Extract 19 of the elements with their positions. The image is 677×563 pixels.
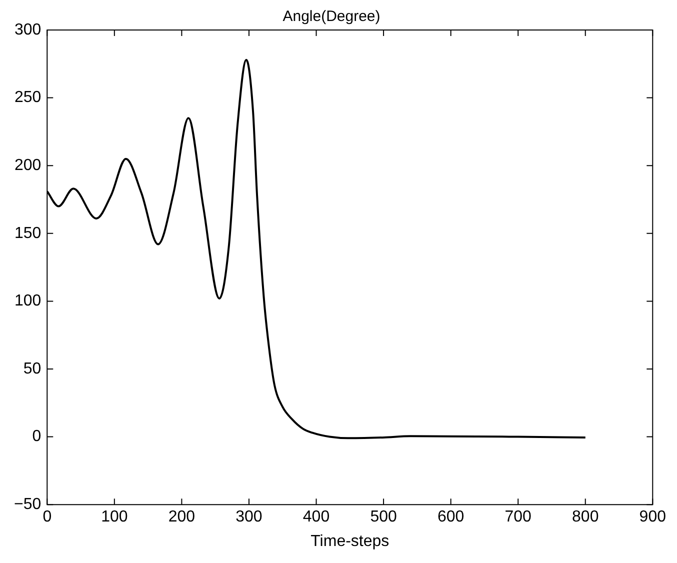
x-axis-title: Time-steps <box>310 532 390 550</box>
x-tick-label: 600 <box>437 508 464 526</box>
x-tick-label: 500 <box>370 508 397 526</box>
x-tick-label: 800 <box>572 508 599 526</box>
y-tick-label: 50 <box>23 360 42 378</box>
y-tick-label: 150 <box>14 224 42 242</box>
y-tick-label: 300 <box>14 21 42 38</box>
x-tick-label: 300 <box>236 508 262 526</box>
x-tick-label: 400 <box>302 508 330 526</box>
x-tick-label: 200 <box>168 508 196 526</box>
x-tick-label: 700 <box>504 508 532 526</box>
x-tick-label: 100 <box>101 508 128 526</box>
y-tick-label: 100 <box>14 292 42 310</box>
chart-title: Angle(Degree) <box>282 8 380 26</box>
y-tick-label: 0 <box>32 428 42 446</box>
y-tick-label: 250 <box>14 89 42 106</box>
x-tick-label: 900 <box>639 508 666 526</box>
y-tick-label: 200 <box>14 157 42 174</box>
y-tick-label: −50 <box>14 496 42 514</box>
